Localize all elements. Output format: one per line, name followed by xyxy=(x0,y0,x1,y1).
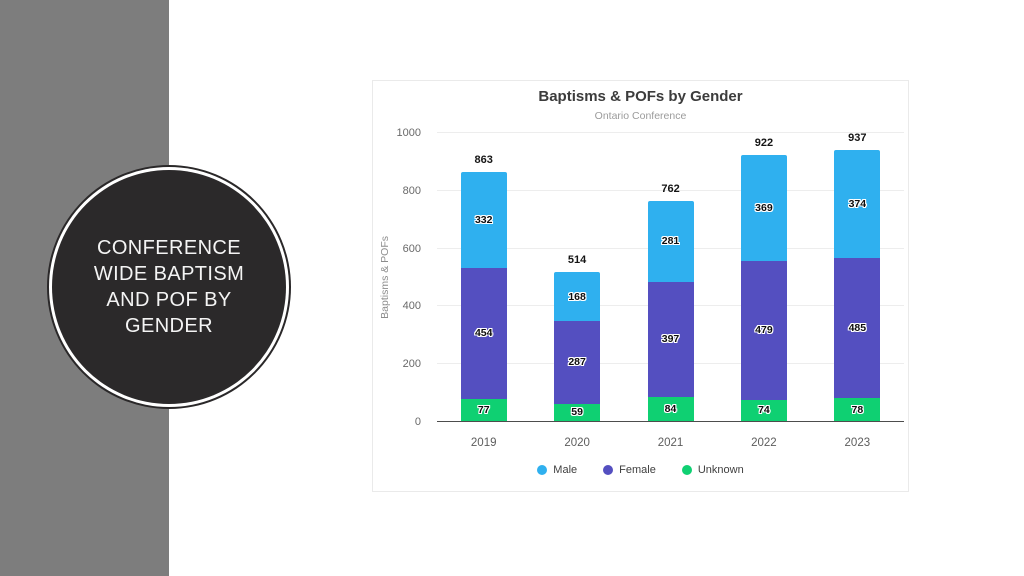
bar-segment-female-2020: 287 xyxy=(554,321,601,404)
bar-segment-male-2021: 281 xyxy=(647,200,694,283)
legend-dot-male-icon xyxy=(537,465,548,475)
bar-segment-unknown-2019: 77 xyxy=(460,398,507,421)
x-tick-2022: 2022 xyxy=(751,437,777,449)
bar-segment-unknown-2023: 78 xyxy=(834,398,881,421)
total-label-2022: 922 xyxy=(754,136,774,149)
total-label-2019: 863 xyxy=(474,153,493,166)
bar-stack-2023: 78 485 374 xyxy=(834,150,881,421)
y-tick-0: 0 xyxy=(414,416,421,428)
title-line-1: CONFERENCE xyxy=(96,237,241,259)
y-tick-600: 600 xyxy=(402,242,421,255)
y-axis-ticks: 0 200 400 600 800 1000 xyxy=(373,127,429,428)
total-label-2020: 514 xyxy=(567,254,587,267)
bar-column-2019: 77 454 332 863 2019 xyxy=(437,133,530,449)
chart-subtitle: Ontario Conference xyxy=(594,110,687,122)
bar-stack-2022: 74 479 369 xyxy=(740,154,787,421)
y-tick-800: 800 xyxy=(402,184,421,197)
bar-columns: 77 454 332 863 2019 59 287 168 514 2020 84 397 281 76… xyxy=(437,132,904,449)
bar-segment-female-2019: 454 xyxy=(460,267,507,399)
chart-legend: Male Female Unknown xyxy=(373,464,908,476)
x-axis-line xyxy=(437,421,904,422)
gridline-800 xyxy=(437,189,904,191)
chart-card: Baptisms & POFs by Gender Ontario Confer… xyxy=(372,80,909,492)
legend-item-male: Male xyxy=(537,464,577,476)
bar-stack-2021: 84 397 281 xyxy=(647,200,694,421)
bar-column-2020: 59 287 168 514 2020 xyxy=(530,133,623,449)
bar-column-2023: 78 485 374 937 2023 xyxy=(811,132,904,449)
bar-segment-male-2023: 374 xyxy=(834,150,881,259)
legend-label-unknown: Unknown xyxy=(697,464,744,476)
bar-segment-unknown-2021: 84 xyxy=(647,396,694,421)
title-circle: CONFERENCE WIDE BAPTISM AND POF BY GENDE… xyxy=(52,170,286,404)
total-label-2023: 937 xyxy=(848,132,867,145)
bar-segment-female-2022: 479 xyxy=(740,261,787,400)
total-label-2021: 762 xyxy=(661,182,680,195)
y-tick-400: 400 xyxy=(402,300,421,313)
x-tick-2019: 2019 xyxy=(470,437,497,449)
y-tick-1000: 1000 xyxy=(396,127,421,139)
x-tick-2020: 2020 xyxy=(564,437,590,449)
legend-item-female: Female xyxy=(603,464,656,476)
bar-segment-female-2023: 485 xyxy=(834,258,881,399)
bar-segment-male-2019: 332 xyxy=(460,171,507,268)
bar-stack-2020: 59 287 168 xyxy=(554,272,601,421)
title-line-3: AND POF BY xyxy=(106,289,232,311)
bar-column-2022: 74 479 369 922 2022 xyxy=(717,133,810,449)
bar-segment-female-2021: 397 xyxy=(647,282,694,397)
title-line-2: WIDE BAPTISM xyxy=(93,263,245,285)
bar-segment-male-2022: 369 xyxy=(740,154,787,262)
chart-title: Baptisms & POFs by Gender xyxy=(538,88,743,105)
legend-label-female: Female xyxy=(619,464,656,476)
bar-column-2021: 84 397 281 762 2021 xyxy=(624,133,717,449)
legend-label-male: Male xyxy=(553,464,578,476)
bar-segment-unknown-2022: 74 xyxy=(740,399,787,421)
legend-dot-unknown-icon xyxy=(681,465,692,475)
x-tick-2021: 2021 xyxy=(657,437,684,449)
x-tick-2023: 2023 xyxy=(844,437,871,449)
y-tick-200: 200 xyxy=(402,358,421,371)
legend-dot-female-icon xyxy=(603,465,614,475)
gridline-1000 xyxy=(437,132,904,133)
legend-item-unknown: Unknown xyxy=(681,464,744,476)
title-circle-text: CONFERENCE WIDE BAPTISM AND POF BY GENDE… xyxy=(94,235,244,339)
bar-segment-male-2020: 168 xyxy=(554,272,601,322)
bar-stack-2019: 77 454 332 xyxy=(460,171,507,421)
bar-segment-unknown-2020: 59 xyxy=(554,403,601,421)
title-line-4: GENDER xyxy=(125,315,213,337)
